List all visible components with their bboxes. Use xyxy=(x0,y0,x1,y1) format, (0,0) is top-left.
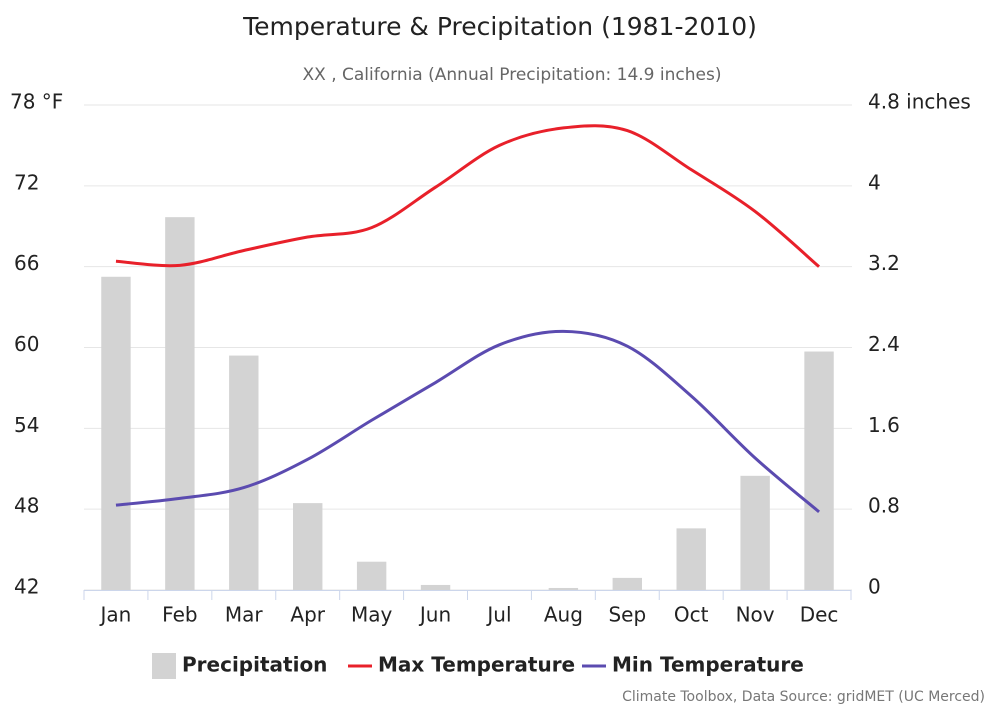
legend-label: Min Temperature xyxy=(612,653,804,677)
credit: Climate Toolbox, Data Source: gridMET (U… xyxy=(622,689,985,705)
x-tick-label: Jun xyxy=(418,603,451,627)
x-tick-label: Nov xyxy=(736,603,775,627)
x-tick-label: Feb xyxy=(162,603,197,627)
chart-subtitle: XX , California (Annual Precipitation: 1… xyxy=(303,65,722,85)
x-tick-label: Apr xyxy=(290,603,325,627)
y-tick-label: 78 °F xyxy=(10,90,63,114)
bar xyxy=(101,276,131,590)
legend-symbol xyxy=(152,653,176,679)
y2-tick-label: 0.8 xyxy=(868,494,900,518)
line xyxy=(115,124,821,268)
x-tick-label: May xyxy=(351,603,393,627)
x-tick-label: Jan xyxy=(99,603,132,627)
y2-tick-label: 4.8 inches xyxy=(868,90,971,114)
legend-label: Max Temperature xyxy=(378,653,575,677)
chart-title: Temperature & Precipitation (1981-2010) xyxy=(242,12,757,41)
y2-tick-label: 2.4 xyxy=(868,332,900,356)
y-tick-label: 72 xyxy=(14,170,39,194)
x-tick-label: Mar xyxy=(225,603,264,627)
x-tick-label: Aug xyxy=(544,603,583,627)
bar xyxy=(420,584,451,590)
y-tick-label: 54 xyxy=(14,413,39,437)
bar xyxy=(356,561,387,590)
y-tick-label: 66 xyxy=(14,251,39,275)
legend-label: Precipitation xyxy=(182,653,327,677)
bar xyxy=(612,577,642,590)
y2-tick-label: 3.2 xyxy=(868,251,900,275)
y2-tick-label: 1.6 xyxy=(868,413,900,437)
bar xyxy=(229,355,259,590)
x-tick-label: Dec xyxy=(800,603,839,627)
bar xyxy=(293,503,323,590)
bar xyxy=(804,351,834,590)
y-tick-label: 48 xyxy=(14,494,39,518)
x-tick-label: Jul xyxy=(485,603,511,627)
y2-tick-label: 4 xyxy=(868,170,881,194)
bar xyxy=(165,217,195,590)
x-tick-label: Oct xyxy=(674,603,709,627)
x-tick-label: Sep xyxy=(608,603,646,627)
bar xyxy=(548,587,579,590)
y-tick-label: 60 xyxy=(14,332,39,356)
bar xyxy=(740,475,770,590)
line xyxy=(115,329,821,514)
y-tick-label: 42 xyxy=(14,575,39,599)
bar xyxy=(676,528,706,590)
y2-tick-label: 0 xyxy=(868,575,881,599)
